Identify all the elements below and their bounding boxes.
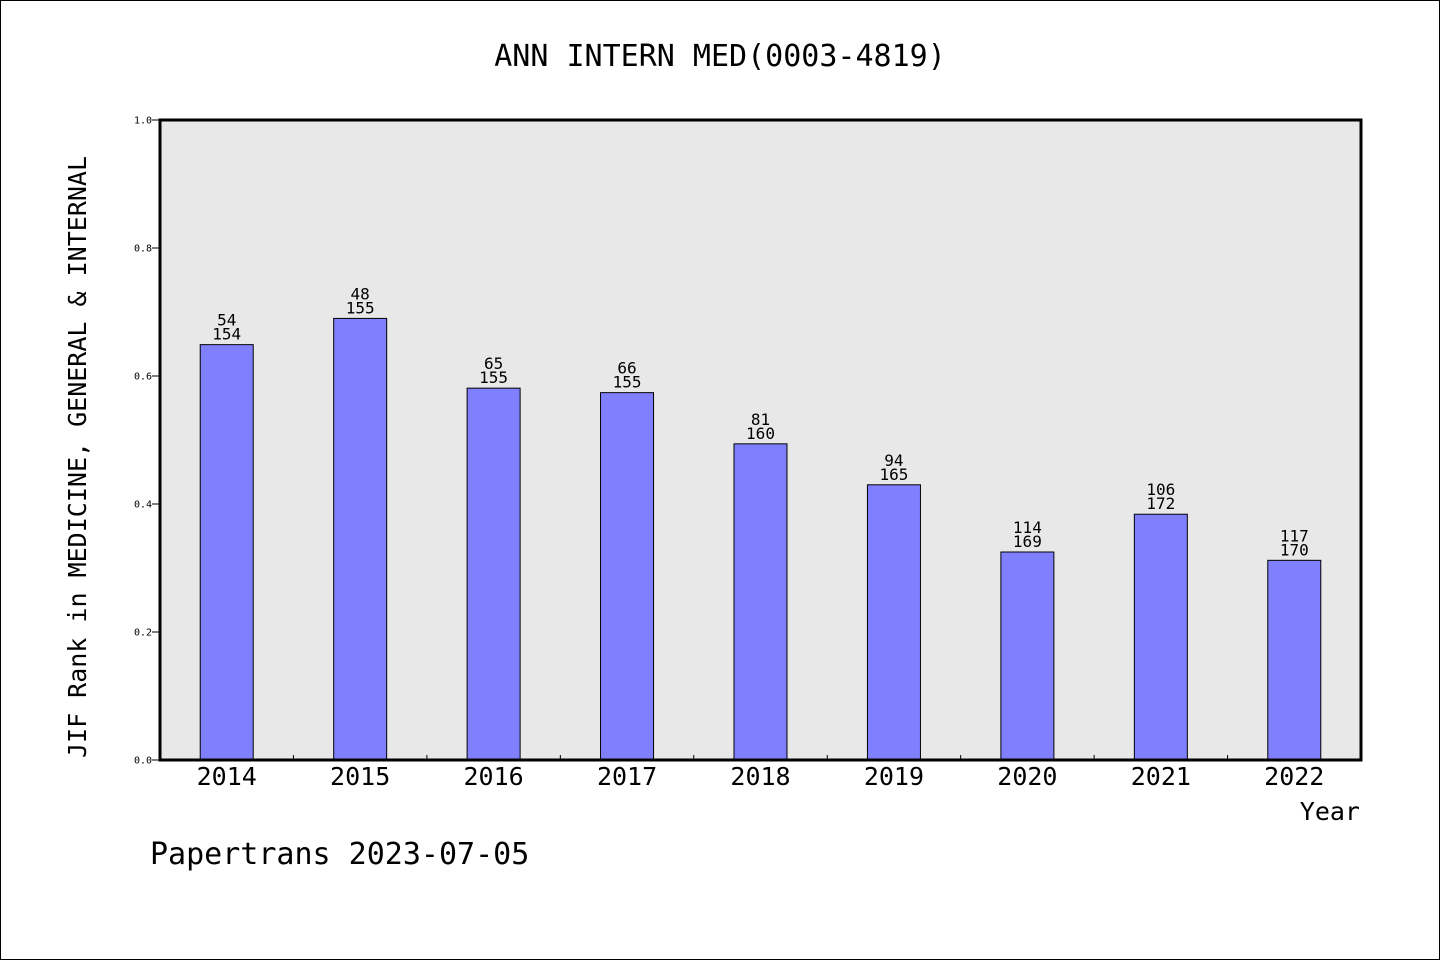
bar-total-label: 170	[1280, 540, 1309, 559]
x-axis: 2014 2015 2016 2017 2018 2019 2020 2021 2022	[197, 755, 1324, 791]
x-tick-label: 2019	[864, 762, 924, 791]
y-tick-label: 0.8	[134, 244, 152, 255]
bar-total-label: 155	[346, 298, 375, 317]
bar-2015	[333, 317, 388, 761]
bar-labels-group: 5415448155651556615581160941651141691061…	[212, 284, 1308, 559]
bar-rank-label: 106	[1146, 480, 1175, 499]
bar-2018	[733, 443, 788, 761]
y-tick-label: 0.0	[134, 756, 152, 767]
bar-total-label: 169	[1013, 532, 1042, 551]
bar-rank-label: 94	[884, 451, 903, 470]
x-tick-label: 2022	[1264, 762, 1324, 791]
plot-border	[158, 118, 1363, 762]
bar-total-label: 155	[479, 368, 508, 387]
bar-total-label: 155	[613, 373, 642, 392]
bar-rank-label: 114	[1013, 518, 1042, 537]
y-axis-title: JIF Rank in MEDICINE, GENERAL & INTERNAL	[63, 156, 92, 758]
bar-rank-label: 81	[751, 410, 770, 429]
bar-2016	[466, 387, 521, 761]
bars-group	[199, 317, 1322, 761]
bar-2022	[1267, 559, 1322, 761]
bar-total-label: 165	[879, 465, 908, 484]
x-tick-label: 2018	[730, 762, 790, 791]
bar-total-label: 172	[1146, 494, 1175, 513]
bar-rank-label: 66	[617, 359, 636, 378]
bar-total-label: 160	[746, 424, 775, 443]
y-tick-label: 0.2	[134, 628, 152, 639]
bar-total-label: 154	[212, 325, 241, 344]
bar-2019	[866, 484, 921, 761]
x-axis-title: Year	[1300, 797, 1360, 826]
footer-credit: Papertrans 2023-07-05	[150, 837, 529, 872]
x-tick-label: 2017	[597, 762, 657, 791]
x-tick-label: 2015	[330, 762, 390, 791]
y-tick-label: 0.4	[134, 500, 152, 511]
x-tick-label: 2014	[197, 762, 257, 791]
bar-2020	[1000, 551, 1055, 761]
bar-rank-label: 54	[217, 311, 236, 330]
bar-2021	[1133, 513, 1188, 761]
y-tick-label: 0.6	[134, 372, 152, 383]
y-axis: 0.0 0.2 0.4 0.6 0.8 1.0	[134, 116, 160, 767]
y-tick-label: 1.0	[134, 116, 152, 127]
x-tick-label: 2021	[1131, 762, 1191, 791]
x-tick-label: 2020	[997, 762, 1057, 791]
bar-rank-label: 117	[1280, 526, 1309, 545]
bar-rank-label: 65	[484, 354, 503, 373]
x-tick-label: 2016	[464, 762, 524, 791]
chart-title: ANN INTERN MED(0003-4819)	[494, 39, 946, 74]
bar-2014	[199, 344, 254, 761]
bar-2017	[600, 392, 655, 761]
bar-rank-label: 48	[351, 284, 370, 303]
